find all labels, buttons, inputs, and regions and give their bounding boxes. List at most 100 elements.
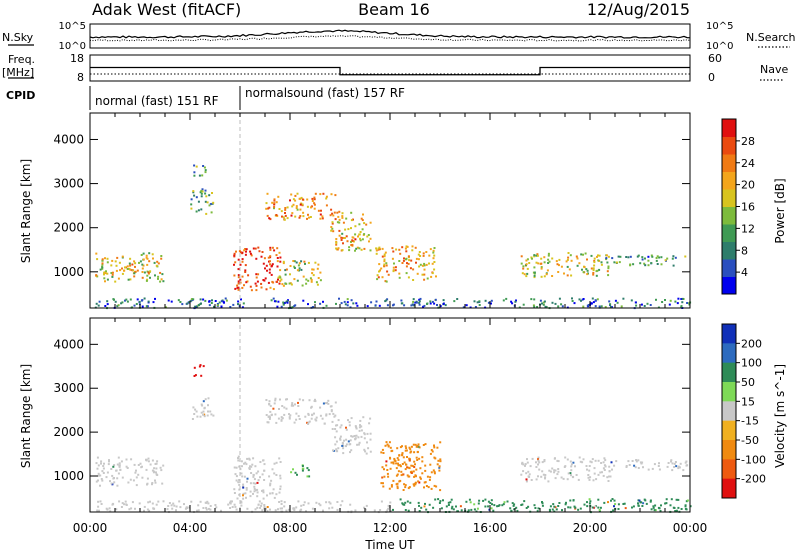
power-cell — [594, 305, 597, 308]
power-cell — [417, 253, 420, 256]
velocity-cell — [627, 460, 630, 463]
power-cell — [394, 269, 397, 272]
velocity-cell — [396, 482, 399, 485]
power-cell — [361, 238, 364, 241]
power-cell — [293, 278, 296, 281]
velocity-cell — [533, 504, 536, 507]
power-cell — [307, 213, 309, 216]
velocity-cell — [493, 504, 496, 507]
power-cell — [276, 280, 278, 283]
velocity-cell — [367, 447, 370, 450]
power-cell — [540, 267, 543, 270]
power-cell — [106, 278, 109, 281]
power-cell — [273, 205, 276, 208]
power-cell — [126, 268, 129, 270]
velocity-cell — [106, 471, 109, 474]
velocity-cell — [335, 430, 338, 433]
power-cell — [275, 254, 278, 257]
power-cell — [103, 277, 106, 280]
power-cell — [237, 276, 240, 279]
power-cell — [277, 195, 280, 198]
power-cell — [536, 254, 539, 257]
velocity-cell — [664, 502, 667, 505]
velocity-cell — [252, 474, 255, 476]
velocity-y-tick-label: 2000 — [53, 425, 84, 439]
velocity-cell — [347, 419, 349, 422]
velocity-cell — [280, 416, 283, 419]
velocity-cell — [684, 504, 687, 507]
velocity-cell — [530, 479, 533, 481]
power-cell — [188, 301, 191, 304]
power-cell — [343, 300, 346, 303]
power-cell — [406, 262, 408, 265]
velocity-cell — [275, 474, 278, 476]
power-cell — [576, 257, 579, 260]
power-cell — [522, 267, 525, 270]
power-cell — [429, 300, 432, 303]
freq-unit: [MHz] — [2, 66, 34, 79]
power-cell — [322, 300, 324, 303]
velocity-cell — [450, 498, 453, 501]
velocity-cell — [408, 467, 411, 470]
power-cell — [205, 212, 208, 215]
velocity-cell — [275, 421, 278, 424]
colorbar-tick-label: 200 — [741, 337, 762, 350]
velocity-cell — [255, 472, 258, 475]
power-cell — [414, 246, 417, 249]
velocity-cell — [244, 461, 247, 464]
power-cell — [584, 252, 587, 255]
velocity-cell — [241, 465, 243, 468]
power-cell — [204, 299, 207, 302]
velocity-cell — [279, 485, 282, 488]
velocity-cell — [242, 483, 245, 486]
velocity-cell — [679, 462, 682, 465]
power-cell — [366, 235, 369, 238]
velocity-cell — [116, 484, 119, 487]
velocity-cell — [137, 473, 140, 476]
velocity-cell — [269, 508, 271, 511]
velocity-cell — [131, 501, 134, 504]
power-cell — [222, 300, 225, 303]
power-cell — [269, 255, 272, 258]
power-cell — [335, 243, 338, 246]
power-cell — [121, 255, 124, 258]
velocity-cell — [294, 471, 297, 474]
velocity-cell — [516, 509, 519, 512]
velocity-cell — [422, 444, 425, 446]
velocity-cell — [308, 475, 311, 478]
power-cell — [473, 300, 476, 303]
velocity-cell — [660, 504, 662, 507]
velocity-cell — [588, 502, 591, 505]
velocity-cell — [274, 509, 277, 512]
power-cell — [210, 302, 213, 304]
velocity-cell — [349, 451, 351, 454]
power-cell — [147, 271, 150, 274]
velocity-cell — [392, 462, 395, 465]
power-cell — [319, 279, 322, 282]
power-cell — [117, 277, 120, 280]
velocity-cell — [468, 498, 471, 501]
power-cell — [419, 297, 422, 300]
velocity-cell — [334, 401, 337, 404]
velocity-cell — [256, 488, 259, 491]
velocity-cell — [283, 505, 286, 508]
power-cell — [269, 260, 271, 263]
velocity-cell — [293, 421, 296, 424]
power-cell — [385, 264, 388, 267]
velocity-cell — [396, 487, 399, 490]
power-cell — [622, 297, 625, 300]
velocity-cell — [625, 465, 628, 467]
x-tick-label: 00:00 — [73, 521, 108, 535]
velocity-cell — [537, 463, 539, 466]
velocity-cell — [413, 460, 416, 463]
velocity-cell — [262, 491, 265, 494]
velocity-cell — [657, 465, 660, 467]
date-title: 12/Aug/2015 — [587, 0, 690, 19]
velocity-cell — [522, 463, 525, 466]
velocity-cell — [407, 466, 410, 469]
power-cell — [426, 277, 429, 280]
power-cell — [255, 273, 258, 276]
velocity-cell — [118, 462, 121, 465]
power-cell — [607, 265, 610, 268]
power-cell — [348, 249, 351, 252]
